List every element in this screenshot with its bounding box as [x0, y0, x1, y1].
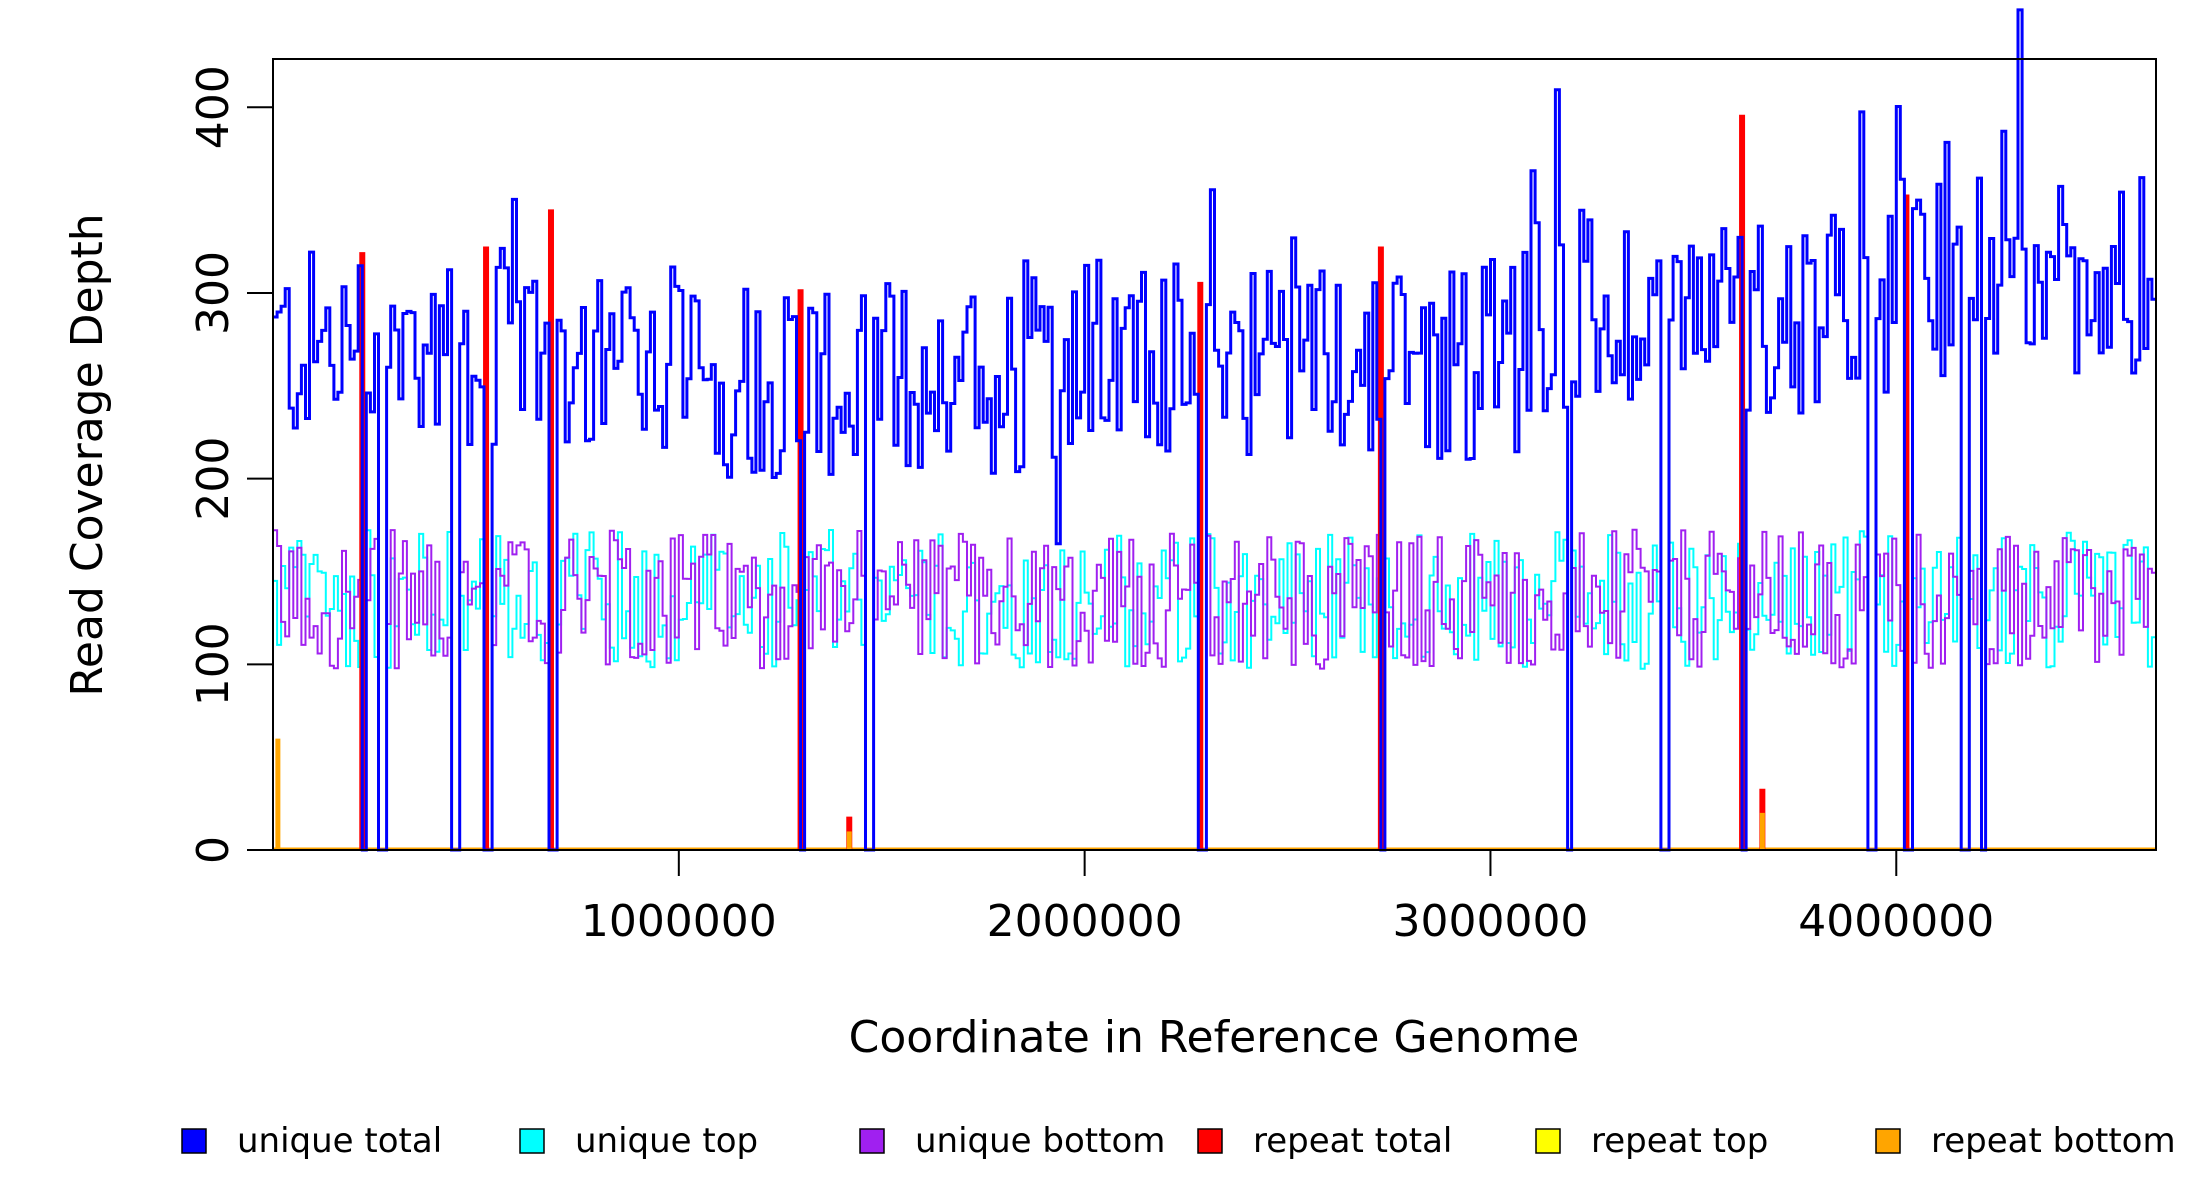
legend-item: repeat total [1197, 1121, 1452, 1161]
legend-label: repeat top [1591, 1121, 1768, 1161]
legend-item: repeat top [1535, 1121, 1768, 1161]
x-tick-label: 4000000 [1798, 896, 1994, 947]
legend-item: unique top [519, 1121, 758, 1161]
y-tick-label: 200 [188, 437, 239, 521]
y-tick-label: 100 [188, 622, 239, 706]
y-axis-title: Read Coverage Depth [62, 213, 113, 696]
legend-label: unique bottom [915, 1121, 1165, 1161]
legend-label: repeat bottom [1931, 1121, 2176, 1161]
legend-swatch [519, 1128, 545, 1154]
x-tick-label: 3000000 [1392, 896, 1588, 947]
series-line-unique-top [273, 529, 2156, 851]
x-axis: 1000000 2000000 3000000 4000000 [581, 849, 1994, 947]
legend: unique total unique top unique bottom repea… [181, 1121, 2176, 1161]
legend-item: unique total [181, 1121, 442, 1161]
x-axis-title: Coordinate in Reference Genome [849, 1012, 1580, 1063]
y-axis: 0 100 200 300 400 [188, 65, 274, 864]
plot-frame [272, 58, 2157, 851]
y-tick-label: 0 [188, 836, 239, 864]
series-line-unique-bottom [273, 528, 2156, 851]
legend-label: repeat total [1253, 1121, 1452, 1161]
x-tick-label: 1000000 [581, 896, 777, 947]
x-tick-label: 2000000 [987, 896, 1183, 947]
legend-swatch [859, 1128, 885, 1154]
legend-label: unique total [237, 1121, 442, 1161]
legend-item: repeat bottom [1875, 1121, 2176, 1161]
legend-swatch [1535, 1128, 1561, 1154]
legend-swatch [1875, 1128, 1901, 1154]
legend-label: unique top [575, 1121, 758, 1161]
series-line-unique-total [273, 8, 2156, 852]
legend-swatch [181, 1128, 207, 1154]
legend-item: unique bottom [859, 1121, 1165, 1161]
y-tick-label: 300 [188, 251, 239, 335]
y-tick-label: 400 [188, 65, 239, 149]
legend-swatch [1197, 1128, 1223, 1154]
series-layer [273, 8, 2156, 852]
